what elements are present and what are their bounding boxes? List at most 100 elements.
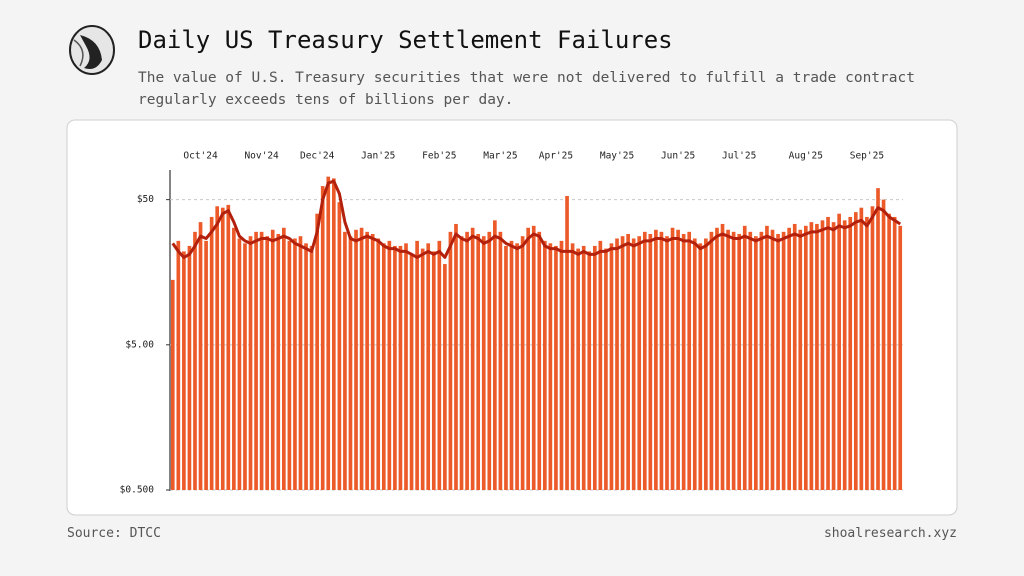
bar: [398, 245, 403, 490]
bar: [765, 225, 769, 490]
bar: [537, 231, 542, 491]
bar: [370, 233, 375, 490]
bar: [376, 238, 381, 490]
bar: [670, 227, 675, 490]
bar: [298, 236, 303, 490]
bar: [792, 223, 797, 490]
bar: [687, 231, 692, 491]
bar: [193, 231, 197, 491]
bar: [287, 240, 292, 490]
bar: [592, 245, 597, 490]
bar: [704, 238, 708, 490]
bar: [404, 243, 408, 490]
bar: [859, 207, 864, 491]
bar: [487, 231, 492, 491]
bar: [642, 231, 647, 491]
bar: [842, 220, 847, 490]
bar: [731, 231, 736, 491]
bar: [654, 229, 658, 490]
bar: [720, 223, 725, 490]
bar: [659, 231, 664, 491]
bar: [803, 225, 808, 490]
bar: [393, 245, 397, 490]
bar: [387, 240, 392, 490]
bar: [648, 233, 653, 490]
bar: [598, 240, 603, 490]
bar: [265, 236, 270, 490]
bar: [865, 216, 869, 490]
bar: [198, 222, 203, 490]
bar: [892, 216, 897, 490]
bar: [698, 243, 703, 490]
bar: [220, 207, 225, 491]
bar: [520, 236, 525, 490]
bar: [170, 279, 175, 490]
bar: [209, 216, 214, 490]
credit: shoalresearch.xyz: [823, 526, 957, 541]
bar: [232, 227, 236, 490]
x-tick-label: Feb'25: [422, 151, 456, 162]
bar: [754, 236, 758, 490]
x-tick-label: Aug'25: [789, 151, 823, 162]
bar: [498, 231, 503, 491]
bar: [709, 231, 714, 491]
bar: [581, 245, 586, 490]
bar: [554, 245, 558, 490]
bar: [570, 243, 575, 490]
bar: [293, 238, 297, 490]
bar: [226, 204, 231, 490]
bar: [426, 243, 431, 490]
bar: [637, 236, 642, 490]
bar: [309, 245, 314, 490]
bar: [259, 231, 264, 491]
bar: [381, 243, 386, 490]
bar: [326, 176, 331, 490]
x-tick-label: Nov'24: [244, 151, 279, 162]
bar: [359, 227, 364, 490]
bar: [343, 231, 347, 491]
bar: [465, 231, 469, 491]
bar: [781, 231, 786, 491]
y-tick-label: $5.00: [125, 339, 154, 350]
bar: [853, 212, 858, 491]
bar: [282, 227, 286, 490]
x-tick-label: Oct'24: [183, 151, 218, 162]
bar: [204, 240, 208, 490]
bar: [215, 206, 220, 490]
bar: [676, 229, 680, 490]
bar: [626, 233, 630, 490]
bar: [315, 213, 319, 490]
bar: [237, 238, 242, 490]
bar: [559, 240, 564, 490]
bar: [420, 248, 425, 490]
x-tick-label: Apr'25: [539, 151, 573, 162]
bar: [187, 245, 192, 490]
bar: [548, 243, 553, 490]
bar: [531, 225, 536, 490]
bar: [270, 229, 275, 490]
bar: [798, 229, 803, 490]
moving-average-line: [171, 179, 902, 259]
bar: [454, 223, 458, 490]
bar: [493, 220, 497, 490]
bar: [243, 243, 247, 490]
x-tick-label: Dec'24: [300, 151, 335, 162]
bar: [681, 233, 686, 490]
bar: [276, 233, 281, 490]
x-tick-label: Mar'25: [483, 151, 517, 162]
bar: [631, 238, 636, 490]
bar: [609, 243, 614, 490]
bar: [881, 199, 886, 490]
bar: [776, 233, 780, 490]
bar: [787, 227, 791, 490]
bar: [809, 222, 814, 490]
bar: [182, 251, 186, 490]
bar: [515, 243, 519, 490]
bar: [665, 236, 669, 490]
y-tick-label: $50: [137, 194, 154, 205]
bar: [348, 236, 353, 490]
bar: [815, 223, 819, 490]
bar: [615, 238, 619, 490]
